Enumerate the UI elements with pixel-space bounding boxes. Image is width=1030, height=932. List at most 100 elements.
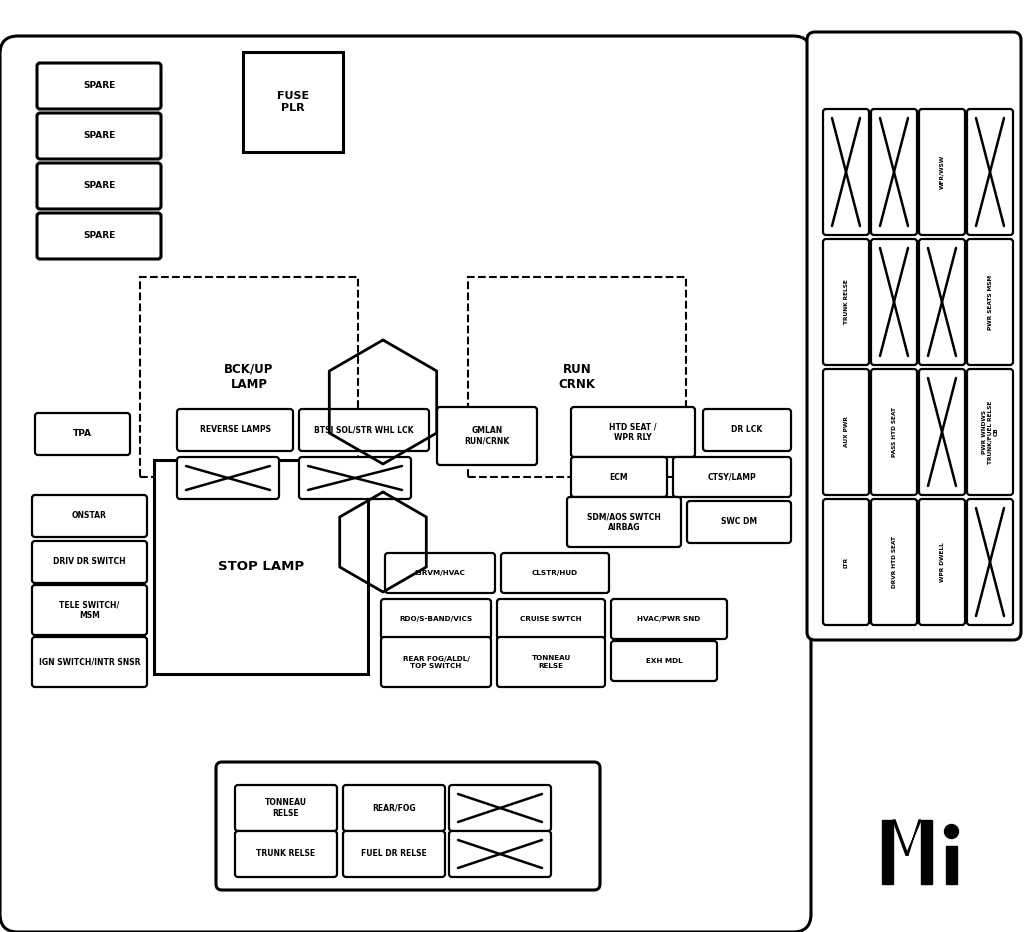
FancyBboxPatch shape [571, 457, 667, 497]
FancyBboxPatch shape [611, 641, 717, 681]
FancyBboxPatch shape [823, 239, 869, 365]
FancyBboxPatch shape [967, 499, 1012, 625]
FancyBboxPatch shape [871, 109, 917, 235]
FancyBboxPatch shape [343, 831, 445, 877]
FancyBboxPatch shape [235, 785, 337, 831]
Text: SPARE: SPARE [82, 182, 115, 190]
FancyBboxPatch shape [37, 213, 161, 259]
Text: BTSI SOL/STR WHL LCK: BTSI SOL/STR WHL LCK [314, 426, 414, 434]
FancyBboxPatch shape [823, 499, 869, 625]
FancyBboxPatch shape [687, 501, 791, 543]
Text: IGN SWITCH/INTR SNSR: IGN SWITCH/INTR SNSR [39, 657, 140, 666]
Text: TELE SWITCH/
MSM: TELE SWITCH/ MSM [60, 600, 119, 620]
FancyBboxPatch shape [497, 637, 605, 687]
FancyBboxPatch shape [871, 239, 917, 365]
FancyBboxPatch shape [37, 113, 161, 159]
Polygon shape [893, 820, 908, 856]
Text: FUEL DR RELSE: FUEL DR RELSE [362, 849, 426, 858]
FancyBboxPatch shape [871, 369, 917, 495]
Text: ISRVM/HVAC: ISRVM/HVAC [414, 570, 466, 576]
Circle shape [945, 825, 959, 839]
FancyBboxPatch shape [343, 785, 445, 831]
Text: RDO/S-BAND/VICS: RDO/S-BAND/VICS [400, 616, 473, 622]
Text: TRUNK RELSE: TRUNK RELSE [844, 280, 849, 324]
FancyBboxPatch shape [919, 239, 965, 365]
Text: DRVR HTD SEAT: DRVR HTD SEAT [892, 536, 896, 588]
FancyBboxPatch shape [385, 553, 495, 593]
Text: SPARE: SPARE [82, 231, 115, 240]
FancyBboxPatch shape [381, 599, 491, 639]
Text: DRIV DR SWITCH: DRIV DR SWITCH [54, 557, 126, 567]
FancyBboxPatch shape [919, 109, 965, 235]
FancyBboxPatch shape [235, 831, 337, 877]
FancyBboxPatch shape [497, 599, 605, 639]
Text: HVAC/PWR SND: HVAC/PWR SND [638, 616, 700, 622]
FancyBboxPatch shape [806, 32, 1021, 640]
Text: GMLAN
RUN/CRNK: GMLAN RUN/CRNK [465, 426, 510, 445]
FancyBboxPatch shape [449, 831, 551, 877]
FancyBboxPatch shape [571, 407, 695, 457]
Text: REVERSE LAMPS: REVERSE LAMPS [200, 426, 271, 434]
FancyBboxPatch shape [967, 369, 1012, 495]
Polygon shape [946, 845, 957, 884]
FancyBboxPatch shape [501, 553, 609, 593]
Bar [468, 277, 686, 477]
Text: WPR DWELL: WPR DWELL [939, 542, 945, 582]
FancyBboxPatch shape [35, 413, 130, 455]
FancyBboxPatch shape [703, 409, 791, 451]
Text: TONNEAU
RELSE: TONNEAU RELSE [265, 799, 307, 817]
FancyBboxPatch shape [32, 585, 147, 635]
FancyBboxPatch shape [967, 239, 1012, 365]
FancyBboxPatch shape [871, 499, 917, 625]
Text: PWR SEATS MSM: PWR SEATS MSM [988, 274, 993, 330]
FancyBboxPatch shape [967, 109, 1012, 235]
Text: FUSE
PLR: FUSE PLR [277, 91, 309, 113]
Text: TONNEAU
RELSE: TONNEAU RELSE [531, 655, 571, 668]
FancyBboxPatch shape [823, 369, 869, 495]
Text: TRUNK RELSE: TRUNK RELSE [256, 849, 315, 858]
Text: TPA: TPA [73, 430, 92, 438]
Text: BCK/UP
LAMP: BCK/UP LAMP [225, 363, 274, 391]
Text: CTSY/LAMP: CTSY/LAMP [708, 473, 756, 482]
FancyBboxPatch shape [919, 499, 965, 625]
Text: PASS HTD SEAT: PASS HTD SEAT [892, 407, 896, 457]
Text: LTR: LTR [844, 556, 849, 568]
FancyBboxPatch shape [449, 785, 551, 831]
FancyBboxPatch shape [919, 369, 965, 495]
Text: EXH MDL: EXH MDL [646, 658, 682, 664]
Text: PWR WNDWS
TRUNK/FUEL RELSE
CB: PWR WNDWS TRUNK/FUEL RELSE CB [982, 401, 998, 464]
Text: STOP LAMP: STOP LAMP [218, 560, 304, 573]
FancyBboxPatch shape [381, 637, 491, 687]
FancyBboxPatch shape [216, 762, 600, 890]
Text: SWC DM: SWC DM [721, 517, 757, 527]
Bar [140, 277, 358, 477]
FancyBboxPatch shape [0, 36, 811, 932]
FancyBboxPatch shape [611, 599, 727, 639]
FancyBboxPatch shape [32, 495, 147, 537]
Text: REAR/FOG: REAR/FOG [372, 803, 416, 813]
FancyBboxPatch shape [154, 460, 368, 674]
FancyBboxPatch shape [177, 409, 293, 451]
FancyBboxPatch shape [299, 409, 430, 451]
Text: AUX PWR: AUX PWR [844, 417, 849, 447]
Polygon shape [882, 820, 893, 884]
FancyBboxPatch shape [37, 63, 161, 109]
FancyBboxPatch shape [37, 163, 161, 209]
Text: CRUISE SWTCH: CRUISE SWTCH [520, 616, 582, 622]
Text: ECM: ECM [610, 473, 628, 482]
FancyBboxPatch shape [299, 457, 411, 499]
Text: CLSTR/HUD: CLSTR/HUD [531, 570, 578, 576]
FancyBboxPatch shape [177, 457, 279, 499]
FancyBboxPatch shape [437, 407, 537, 465]
FancyBboxPatch shape [673, 457, 791, 497]
FancyBboxPatch shape [243, 52, 343, 152]
Text: REAR FOG/ALDL/
TOP SWITCH: REAR FOG/ALDL/ TOP SWITCH [403, 655, 470, 668]
Text: WFR/WSW: WFR/WSW [939, 155, 945, 189]
Polygon shape [921, 820, 932, 884]
FancyBboxPatch shape [32, 637, 147, 687]
Text: SPARE: SPARE [82, 81, 115, 90]
Text: SPARE: SPARE [82, 131, 115, 141]
Text: ONSTAR: ONSTAR [72, 512, 107, 520]
Text: DR LCK: DR LCK [731, 426, 762, 434]
Text: HTD SEAT /
WPR RLY: HTD SEAT / WPR RLY [610, 422, 657, 442]
